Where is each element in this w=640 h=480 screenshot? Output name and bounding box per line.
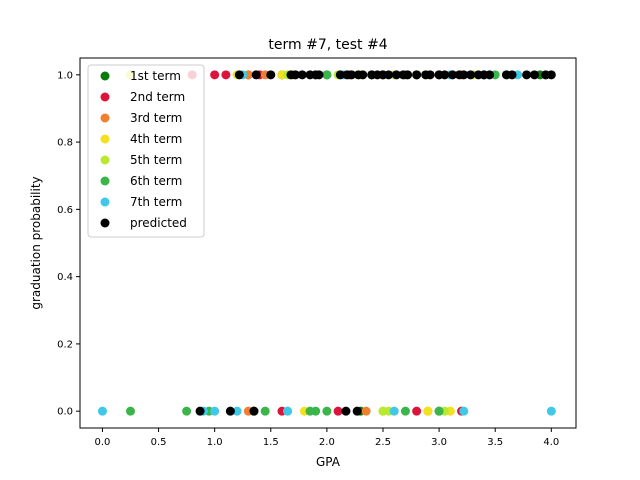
- legend-marker: [100, 197, 110, 207]
- legend-marker: [100, 218, 110, 228]
- legend: 1st term 2nd term 3rd term 4th term 5th term…: [87, 64, 205, 238]
- point-series-7-21: [412, 70, 422, 80]
- point-series-7-20: [403, 70, 413, 80]
- point-series-7-34: [507, 70, 517, 80]
- point-series-7-1: [251, 70, 261, 80]
- plot-frame: [79, 57, 577, 429]
- point-series-7-43: [352, 406, 362, 416]
- legend-label: 7th term: [130, 195, 182, 209]
- legend-label: predicted: [130, 216, 187, 230]
- point-series-6-9: [232, 406, 242, 416]
- point-series-7-4: [290, 70, 300, 80]
- point-series-7-2: [266, 70, 276, 80]
- point-series-5-7: [260, 406, 270, 416]
- legend-marker: [100, 155, 110, 165]
- point-series-6-6: [97, 406, 107, 416]
- point-series-7-13: [358, 70, 368, 80]
- x-axis-label: GPA: [316, 455, 341, 469]
- point-series-2-6: [361, 406, 371, 416]
- x-tick-label: 3.5: [487, 437, 503, 448]
- point-series-7-29: [466, 70, 476, 80]
- x-axis: 0.0 0.5 1.0 1.5 2.0 2.5 3.0 3.5 4.0: [94, 428, 559, 448]
- point-series-5-4: [126, 406, 135, 416]
- legend-label: 1st term: [130, 69, 181, 83]
- x-tick-label: 0.0: [94, 437, 110, 448]
- point-series-5-9: [311, 406, 321, 416]
- x-tick-label: 2.0: [319, 437, 335, 448]
- point-series-7-38: [546, 70, 556, 80]
- legend-marker: [100, 92, 110, 102]
- y-tick-label: 0.4: [57, 272, 73, 283]
- x-tick-label: 2.5: [375, 437, 391, 448]
- point-series-3-8: [423, 406, 433, 416]
- legend-label: 6th term: [130, 174, 182, 188]
- point-series-6-10: [283, 406, 293, 416]
- y-axis: 0.0 0.2 0.4 0.6 0.8 1.0: [57, 70, 80, 418]
- y-tick-label: 0.6: [57, 205, 73, 216]
- point-series-7-41: [249, 406, 259, 416]
- legend-marker: [100, 71, 110, 81]
- point-series-7-35: [522, 70, 532, 80]
- legend-label: 5th term: [130, 153, 182, 167]
- point-series-7-28: [459, 70, 469, 80]
- x-tick-label: 1.0: [207, 437, 223, 448]
- point-series-7-8: [314, 70, 324, 80]
- point-series-6-8: [210, 406, 220, 416]
- point-series-7-18: [391, 70, 401, 80]
- legend-marker: [100, 176, 110, 186]
- point-series-5-12: [434, 406, 444, 416]
- point-series-5-5: [182, 406, 192, 416]
- point-series-6-13: [546, 406, 556, 416]
- legend-marker: [100, 134, 110, 144]
- y-tick-label: 0.0: [57, 407, 73, 418]
- point-series-1-8: [412, 406, 422, 416]
- point-series-1-7: [333, 406, 343, 416]
- point-series-7-9: [335, 70, 345, 80]
- point-series-5-11: [400, 406, 410, 416]
- point-series-7-32: [485, 70, 495, 80]
- point-series-5-10: [322, 406, 332, 416]
- y-tick-label: 0.8: [57, 138, 73, 149]
- legend-marker: [100, 113, 110, 123]
- point-series-7-26: [448, 70, 458, 80]
- point-series-7-40: [225, 406, 235, 416]
- point-series-7-36: [529, 70, 539, 80]
- y-axis-label: graduation probability: [29, 176, 43, 309]
- y-tick-label: 0.2: [57, 339, 73, 350]
- y-tick-label: 1.0: [57, 70, 73, 81]
- point-series-7-11: [347, 70, 357, 80]
- point-series-7-23: [425, 70, 435, 80]
- x-tick-label: 0.5: [151, 437, 167, 448]
- point-series-7-5: [297, 70, 307, 80]
- point-series-1-1: [210, 70, 220, 80]
- point-series-6-12: [459, 406, 469, 416]
- x-tick-label: 1.5: [263, 437, 279, 448]
- x-tick-label: 4.0: [543, 437, 559, 448]
- legend-box: [87, 64, 205, 238]
- point-series-6-11: [389, 406, 399, 416]
- point-series-7-17: [384, 70, 394, 80]
- legend-label: 3rd term: [130, 111, 182, 125]
- point-series-7-39: [195, 406, 205, 416]
- chart-title: term #7, test #4: [268, 37, 387, 53]
- legend-label: 4th term: [130, 132, 182, 146]
- point-series-7-42: [341, 406, 351, 416]
- x-tick-label: 3.0: [431, 437, 447, 448]
- legend-label: 2nd term: [130, 90, 185, 104]
- point-series-1-2: [221, 70, 231, 80]
- point-series-7-25: [440, 70, 450, 80]
- point-series-7-0: [234, 70, 244, 80]
- point-series-5-1: [322, 70, 332, 80]
